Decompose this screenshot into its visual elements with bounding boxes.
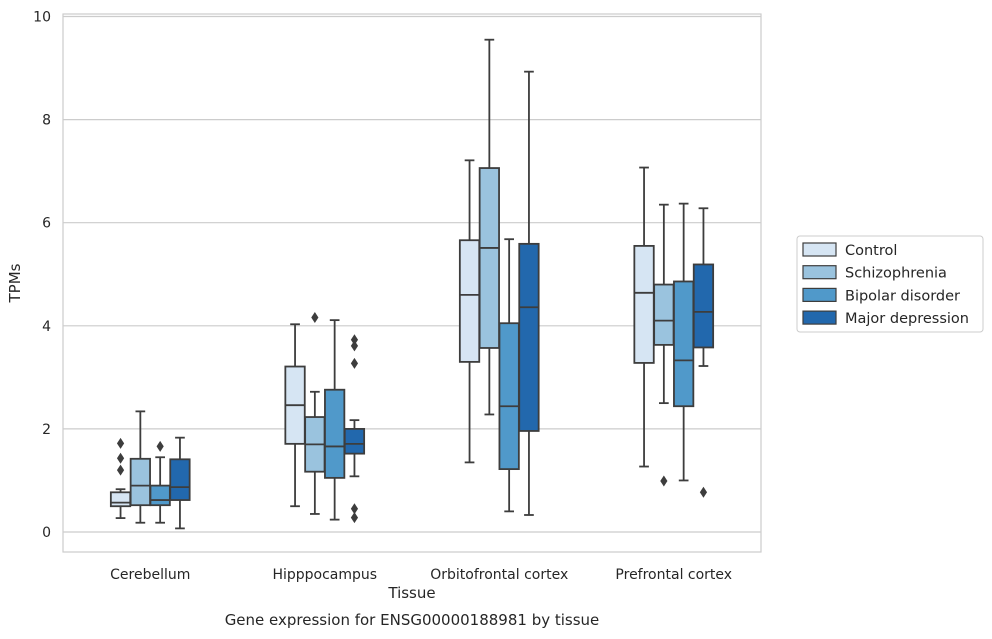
- outlier-point: [350, 503, 359, 515]
- outlier-point: [116, 464, 125, 476]
- legend: Control Schizophrenia Bipolar disorder Majo…: [796, 235, 984, 333]
- outlier-point: [350, 334, 359, 346]
- box-schizophrenia: [129, 410, 151, 524]
- y-tick-label: 0: [42, 525, 51, 541]
- box-iqr: [343, 427, 366, 455]
- y-axis-label: TPMs: [6, 263, 24, 303]
- legend-label: Major depression: [845, 311, 969, 327]
- box-iqr: [458, 239, 481, 363]
- legend-swatch: [802, 242, 837, 257]
- box-iqr: [673, 280, 695, 408]
- y-tick-label: 8: [42, 113, 51, 129]
- box-iqr: [518, 242, 540, 432]
- box-schizophrenia: [478, 38, 500, 416]
- box-iqr: [653, 283, 675, 346]
- box-iqr: [149, 484, 171, 507]
- box-iqr: [498, 322, 520, 471]
- legend-swatch: [802, 287, 837, 302]
- legend-label: Schizophrenia: [845, 266, 947, 282]
- legend-swatch: [802, 310, 837, 325]
- box-bipolar-disorder: [149, 440, 171, 524]
- y-tick-label: 2: [42, 422, 51, 438]
- box-iqr: [478, 167, 500, 349]
- y-tick-label: 6: [42, 216, 51, 232]
- outlier-point: [660, 475, 668, 487]
- legend-label: Bipolar disorder: [845, 288, 960, 304]
- box-iqr: [633, 244, 655, 364]
- box-major-depression: [692, 207, 715, 498]
- legend-swatch: [802, 265, 837, 280]
- x-tick-label: Orbitofrontal cortex: [430, 567, 568, 583]
- outlier-point: [350, 357, 359, 369]
- box-iqr: [324, 388, 346, 479]
- x-tick-label: Cerebellum: [110, 567, 190, 583]
- x-tick-label: Prefrontal cortex: [615, 567, 732, 583]
- outlier-point: [116, 452, 125, 464]
- box-control: [109, 437, 132, 519]
- outlier-point: [350, 340, 359, 352]
- box-iqr: [169, 458, 191, 501]
- y-tick-label: 10: [33, 10, 51, 26]
- legend-label: Control: [845, 243, 897, 259]
- y-tick-labels: 0 2 4 6 8 10: [33, 10, 51, 542]
- x-tick-label: Hipppocampus: [272, 567, 377, 583]
- outlier-point: [311, 312, 319, 324]
- box-major-depression: [518, 70, 540, 516]
- box-iqr: [692, 263, 715, 349]
- chart-caption: Gene expression for ENSG00000188981 by t…: [225, 611, 600, 629]
- box-bipolar-disorder: [673, 202, 695, 482]
- box-iqr: [129, 457, 151, 507]
- box-schizophrenia: [653, 203, 675, 487]
- x-tick-labels: Cerebellum Hipppocampus Orbitofrontal cort…: [110, 567, 732, 583]
- box-major-depression: [343, 334, 366, 524]
- plot-area: [62, 13, 762, 553]
- grid-lines: [63, 15, 761, 533]
- outlier-point: [116, 437, 125, 449]
- y-tick-label: 4: [42, 319, 51, 335]
- outlier-point: [699, 486, 708, 498]
- box-control: [284, 323, 306, 508]
- outlier-point: [156, 440, 164, 452]
- box-major-depression: [169, 436, 191, 530]
- outlier-point: [350, 512, 359, 524]
- box-control: [458, 159, 481, 464]
- x-axis-label: Tissue: [387, 584, 435, 602]
- legend-frame: [796, 235, 984, 333]
- box-iqr: [109, 491, 132, 508]
- box-groups: [109, 38, 715, 530]
